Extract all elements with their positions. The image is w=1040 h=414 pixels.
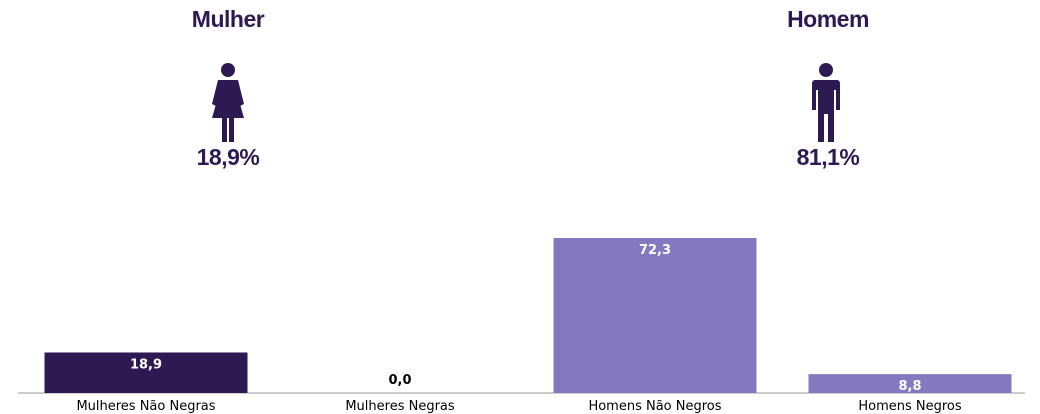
category-label: Homens Negros xyxy=(858,399,962,414)
female-title: Mulher xyxy=(191,6,265,32)
bar xyxy=(44,352,248,393)
bar-value-label: 18,9 xyxy=(130,357,162,372)
female-person-icon xyxy=(212,63,244,142)
category-label: Homens Não Negros xyxy=(588,399,721,414)
bar xyxy=(553,238,757,393)
bar-value-label: 8,8 xyxy=(898,379,921,394)
female-percent: 18,9% xyxy=(196,144,260,170)
category-label: Mulheres Negras xyxy=(345,399,455,414)
male-title: Homem xyxy=(787,6,869,32)
category-label: Mulheres Não Negras xyxy=(76,399,215,414)
bar xyxy=(808,374,1012,393)
bar-value-label: 0,0 xyxy=(388,373,411,388)
male-percent: 81,1% xyxy=(796,144,860,170)
male-person-icon xyxy=(812,63,840,142)
bar-value-label: 72,3 xyxy=(639,243,671,258)
